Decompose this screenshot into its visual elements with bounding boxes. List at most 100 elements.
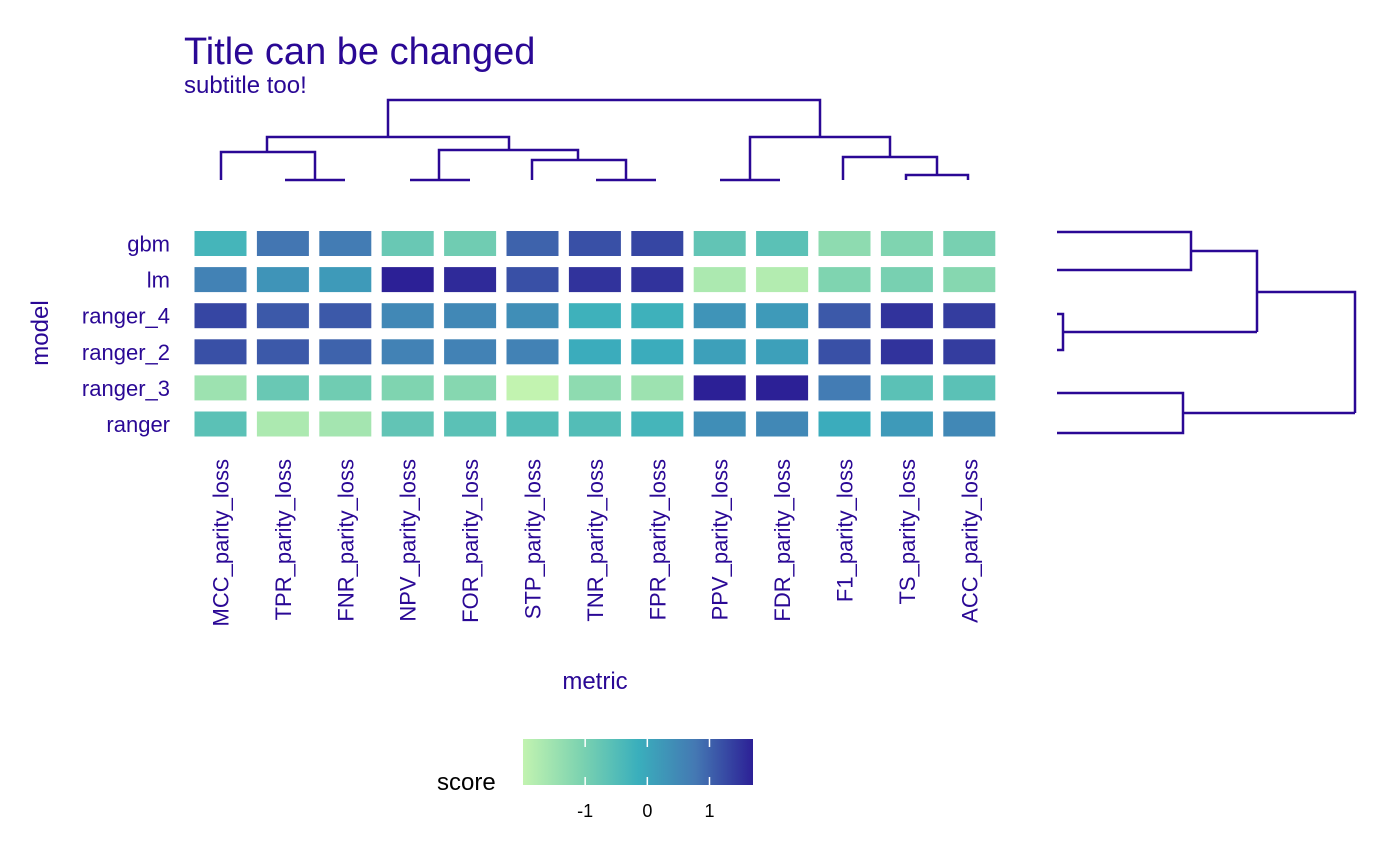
heatmap-cell — [943, 303, 996, 329]
heatmap-cell — [568, 267, 621, 293]
heatmap-cell — [693, 303, 746, 329]
dendrogram-branch — [904, 173, 970, 180]
heatmap-cell — [693, 231, 746, 256]
row-label: lm — [147, 268, 170, 293]
color-legend: score -1 0 1 — [437, 739, 753, 821]
heatmap-cell — [880, 303, 933, 329]
dendrogram-branch — [437, 148, 580, 180]
heatmap-cell — [818, 267, 871, 293]
heatmap-cell — [444, 303, 497, 329]
heatmap-cell — [943, 267, 996, 293]
heatmap-cell — [506, 267, 559, 293]
column-label: F1_parity_loss — [833, 459, 858, 602]
row-dendrogram — [1057, 230, 1357, 435]
color-legend-bar — [523, 739, 753, 785]
heatmap-cell — [756, 231, 809, 256]
column-label: FDR_parity_loss — [770, 459, 795, 622]
dendrogram-branch — [1257, 290, 1357, 413]
dendrogram-branch — [1057, 312, 1065, 352]
color-legend-title: score — [437, 769, 496, 796]
heatmap-cell — [506, 303, 559, 329]
heatmap-cell — [880, 267, 933, 293]
heatmap-cell — [818, 411, 871, 437]
dendrogram-branch — [219, 150, 317, 180]
dendrogram-branch — [1057, 391, 1185, 435]
dendrogram-branch — [1191, 249, 1259, 332]
dendrogram-branch — [530, 158, 628, 180]
column-dendrogram — [219, 98, 970, 182]
heatmap-cell — [756, 411, 809, 437]
column-label: TPR_parity_loss — [271, 459, 296, 620]
row-label: ranger_2 — [82, 340, 170, 365]
heatmap-cell — [506, 375, 559, 401]
heatmap-cell — [319, 411, 372, 437]
row-label: ranger — [106, 412, 170, 437]
column-labels: MCC_parity_loss TPR_parity_loss FNR_parity… — [209, 459, 983, 627]
heatmap-cell — [943, 339, 996, 365]
heatmap-cell — [568, 339, 621, 365]
heatmap-cell — [631, 411, 684, 437]
colorbar-tick-label: -1 — [577, 801, 593, 821]
chart-subtitle: subtitle too! — [184, 72, 307, 99]
heatmap-cell — [444, 411, 497, 437]
heatmap-cell — [194, 231, 247, 256]
heatmap-cell — [756, 267, 809, 293]
heatmap-cell — [256, 303, 309, 329]
column-label: NPV_parity_loss — [396, 459, 421, 622]
heatmap-cell — [381, 339, 434, 365]
chart-title: Title can be changed — [184, 31, 535, 73]
column-label: TS_parity_loss — [895, 459, 920, 605]
heatmap-cell — [631, 375, 684, 401]
heatmap-cell — [381, 411, 434, 437]
heatmap-cell — [880, 375, 933, 401]
heatmap-cell — [693, 339, 746, 365]
heatmap-cell — [568, 375, 621, 401]
heatmap-cell — [444, 267, 497, 293]
heatmap-cell — [444, 339, 497, 365]
heatmap-cell — [943, 375, 996, 401]
y-axis-label: model — [27, 300, 54, 365]
heatmap-cell — [568, 411, 621, 437]
heatmap-cell — [631, 303, 684, 329]
heatmap-cell — [319, 375, 372, 401]
row-label: ranger_4 — [82, 304, 170, 329]
heatmap-cell — [943, 231, 996, 256]
heatmap-cell — [194, 375, 247, 401]
heatmap-cell — [631, 339, 684, 365]
heatmap-cell — [506, 231, 559, 256]
heatmap-cell — [568, 303, 621, 329]
heatmap-cell — [194, 303, 247, 329]
heatmap-cell — [756, 303, 809, 329]
heatmap-cell — [506, 339, 559, 365]
heatmap-cell — [880, 411, 933, 437]
column-label: STP_parity_loss — [521, 459, 546, 619]
heatmap-cell — [880, 339, 933, 365]
heatmap-cell — [693, 267, 746, 293]
dendrogram-branch — [1057, 230, 1193, 272]
dendrogram-branch — [386, 98, 822, 137]
column-label: MCC_parity_loss — [209, 459, 234, 627]
dendrogram-branch — [841, 155, 939, 180]
heatmap-cell — [194, 411, 247, 437]
heatmap-cell — [256, 411, 309, 437]
colorbar-tick-label: 0 — [642, 801, 652, 821]
heatmap-cell — [256, 375, 309, 401]
row-label: gbm — [127, 232, 170, 257]
heatmap-cell — [319, 267, 372, 293]
colorbar-tick-label: 1 — [704, 801, 714, 821]
column-label: FPR_parity_loss — [645, 459, 670, 620]
heatmap-cell — [818, 375, 871, 401]
column-label: FNR_parity_loss — [333, 459, 358, 622]
column-label: PPV_parity_loss — [708, 459, 733, 620]
heatmap-cell — [444, 375, 497, 401]
heatmap-cell — [256, 339, 309, 365]
heatmap-cell — [319, 339, 372, 365]
heatmap-cell — [631, 231, 684, 256]
heatmap-cell — [256, 231, 309, 256]
heatmap-cell — [943, 411, 996, 437]
x-axis-label: metric — [562, 668, 627, 695]
column-label: ACC_parity_loss — [957, 459, 982, 623]
heatmap-cell — [818, 231, 871, 256]
